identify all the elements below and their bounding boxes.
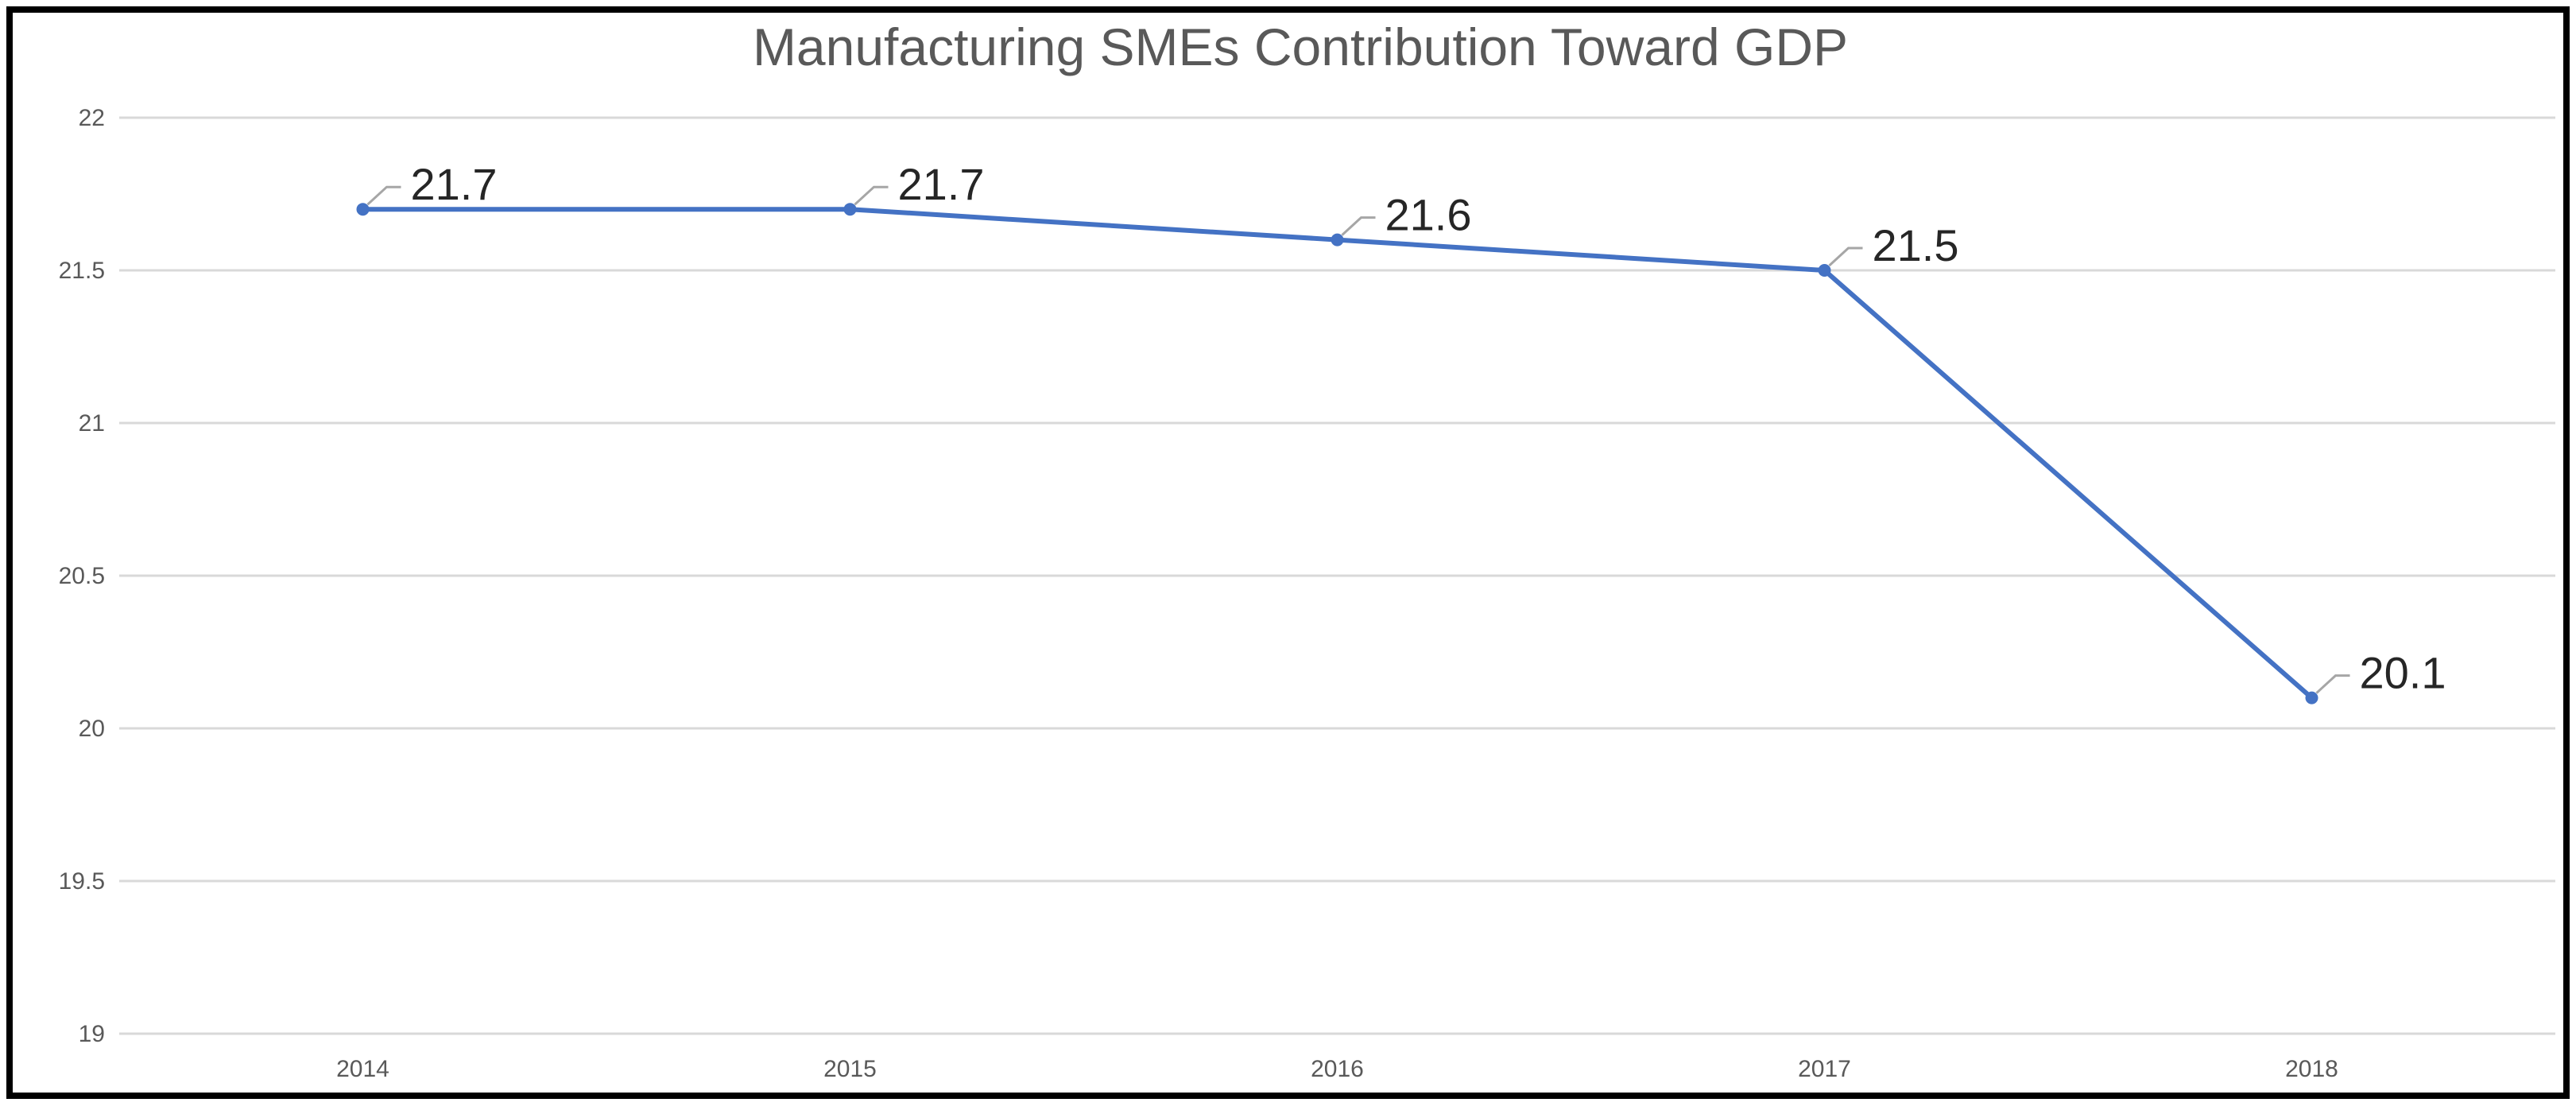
x-tick-label: 2014 [336, 1056, 389, 1082]
data-point [843, 203, 857, 216]
y-tick-label: 19 [79, 1021, 105, 1047]
data-point [1331, 233, 1344, 246]
x-tick-label: 2017 [1798, 1056, 1851, 1082]
data-label: 21.7 [411, 159, 498, 209]
data-point [356, 203, 370, 216]
series-layer [356, 203, 2318, 704]
data-label-leader [854, 185, 889, 206]
data-point [2305, 691, 2318, 704]
x-tick-label: 2015 [823, 1056, 877, 1082]
y-tick-label: 19.5 [59, 868, 105, 895]
data-labels: 21.7 21.7 21.6 21.5 20.1 [366, 159, 2446, 698]
data-label: 21.5 [1873, 220, 1959, 270]
x-axis-ticks: 2014 2015 2016 2017 2018 [336, 1056, 2338, 1082]
chart-frame [6, 6, 2570, 1099]
gridlines [119, 116, 2555, 1035]
data-label-leader [366, 185, 401, 206]
y-tick-label: 22 [79, 105, 105, 131]
data-point [1818, 264, 1831, 277]
data-label-leader [1828, 246, 1863, 267]
x-tick-label: 2016 [1311, 1056, 1364, 1082]
data-label: 21.7 [898, 159, 985, 209]
data-label: 20.1 [2360, 648, 2446, 698]
y-tick-label: 20.5 [59, 563, 105, 589]
data-label-leader [1341, 216, 1376, 236]
y-axis-ticks: 19 19.5 20 20.5 21 21.5 22 [59, 105, 105, 1047]
data-label: 21.6 [1385, 190, 1472, 240]
y-tick-label: 20 [79, 716, 105, 742]
chart-title: Manufacturing SMEs Contribution Toward G… [753, 17, 1848, 76]
y-tick-label: 21.5 [59, 258, 105, 284]
y-tick-label: 21 [79, 410, 105, 437]
data-label-leader [2315, 674, 2350, 694]
x-tick-label: 2018 [2285, 1056, 2338, 1082]
